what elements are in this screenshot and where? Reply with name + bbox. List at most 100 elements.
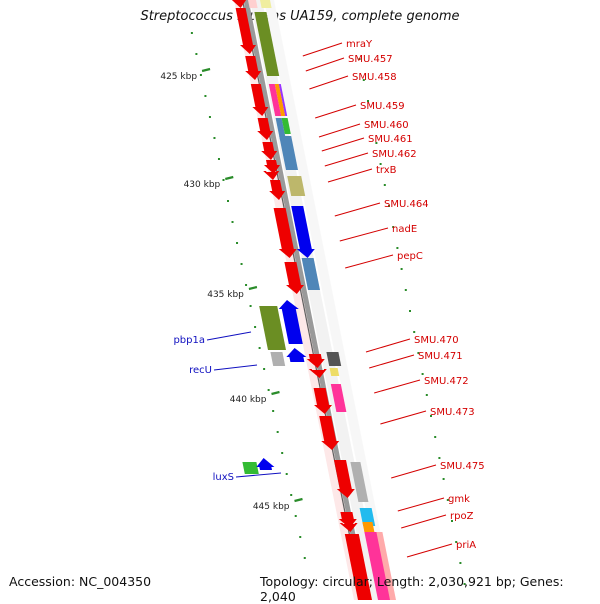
- scale-dot: [217, 158, 220, 160]
- gene-label-smu-457: SMU.457: [348, 54, 393, 65]
- label-leader: [305, 57, 345, 72]
- label-leader: [321, 137, 365, 152]
- gene-label-pbp1a: pbp1a: [173, 335, 205, 346]
- gene-feature: [261, 142, 278, 160]
- gene-feature: [245, 56, 262, 80]
- gene-label-smu-472: SMU.472: [424, 376, 469, 387]
- scale-label: 430 kbp: [184, 180, 221, 190]
- scale-dot: [303, 557, 306, 559]
- outer-track-dot: [404, 289, 407, 291]
- scale-label: 440 kbp: [230, 395, 267, 405]
- lane-outer: [264, 0, 394, 600]
- gene-label-smu-471: SMU.471: [418, 351, 463, 362]
- gene-feature: [270, 352, 286, 366]
- scale-dot: [190, 32, 193, 34]
- gene-feature: [301, 258, 320, 290]
- gene-label-smu-464: SMU.464: [384, 199, 429, 210]
- scale-dot: [254, 326, 257, 328]
- label-leader: [318, 123, 361, 138]
- scale-dot: [245, 284, 248, 286]
- gene-feature: [263, 171, 280, 180]
- label-leader: [369, 354, 415, 369]
- scale-label: 445 kbp: [253, 502, 290, 512]
- scale-label: 425 kbp: [160, 72, 197, 82]
- outer-track-dot: [434, 436, 437, 438]
- gene-feature: [326, 352, 342, 366]
- scale-dot: [204, 95, 207, 97]
- scale-dot: [199, 74, 202, 76]
- scale-major-tick: [294, 497, 303, 503]
- label-leader: [345, 254, 394, 269]
- scale-major-tick: [248, 285, 258, 291]
- outer-track-dot: [421, 373, 424, 375]
- scale-dot: [222, 179, 225, 181]
- gene-feature: [260, 0, 272, 8]
- scale-dot: [299, 536, 302, 538]
- gene-feature: [278, 300, 303, 344]
- gene-label-smu-470: SMU.470: [414, 335, 459, 346]
- gene-label-mray: mraY: [346, 39, 373, 50]
- scale-dot: [195, 53, 198, 55]
- gene-feature: [231, 0, 247, 8]
- gene-feature: [291, 206, 315, 258]
- gene-feature: [334, 460, 355, 498]
- gene-label-smu-460: SMU.460: [364, 120, 409, 131]
- gene-label-smu-461: SMU.461: [368, 134, 413, 145]
- scale-dot: [276, 431, 279, 433]
- scale-dot: [281, 452, 284, 454]
- label-leader: [374, 379, 421, 394]
- gene-label-gmk: gmk: [448, 494, 470, 505]
- scale-dot: [240, 263, 243, 265]
- label-leader: [302, 42, 343, 57]
- gene-label-pria: priA: [456, 540, 476, 551]
- outer-track-dot: [446, 499, 449, 501]
- label-leader: [315, 104, 357, 119]
- gene-label-smu-462: SMU.462: [372, 149, 417, 160]
- gene-label-smu-459: SMU.459: [360, 101, 405, 112]
- gene-feature: [313, 388, 332, 414]
- label-leader: [406, 543, 453, 558]
- outer-track-dot: [371, 121, 374, 123]
- gene-feature: [256, 458, 275, 470]
- gene-feature: [319, 416, 340, 450]
- outer-track-dot: [392, 226, 395, 228]
- label-leader: [397, 497, 445, 512]
- gene-label-smu-458: SMU.458: [352, 72, 397, 83]
- gene-feature: [257, 118, 274, 140]
- label-leader: [380, 410, 427, 425]
- label-leader: [327, 168, 373, 183]
- gene-feature: [264, 160, 280, 174]
- outer-track-dot: [396, 247, 399, 249]
- outer-track-dot: [362, 79, 365, 81]
- scale-label: 435 kbp: [207, 290, 244, 300]
- gene-feature: [344, 534, 372, 600]
- scale-dot: [231, 221, 234, 223]
- gene-label-smu-475: SMU.475: [440, 461, 485, 472]
- outer-track-dot: [358, 58, 361, 60]
- gene-feature: [250, 84, 269, 116]
- scale-dot: [208, 116, 211, 118]
- label-leader: [309, 75, 349, 90]
- gene-feature: [308, 369, 327, 378]
- outer-track-dot: [463, 583, 466, 585]
- label-leader: [339, 227, 389, 242]
- gene-feature: [254, 12, 280, 76]
- outer-track-dot: [379, 163, 382, 165]
- gene-label-rpoz: rpoZ: [450, 511, 474, 522]
- gene-feature: [259, 306, 286, 350]
- gene-feature: [329, 368, 340, 376]
- gene-feature: [362, 522, 375, 532]
- gene-feature: [242, 462, 259, 474]
- gene-feature: [281, 118, 291, 134]
- gene-feature: [279, 136, 298, 170]
- outer-track-dot: [455, 541, 458, 543]
- scale-major-tick: [225, 175, 234, 181]
- outer-track-dot: [413, 331, 416, 333]
- outer-track-dot: [400, 268, 403, 270]
- gene-feature: [376, 532, 396, 600]
- scale-ticks: 425 kbp 430 kbp 435 kbp 440 kbp 445 kbp: [160, 32, 466, 585]
- gene-feature: [364, 532, 392, 600]
- scale-dot: [236, 242, 239, 244]
- outer-track-dot: [388, 205, 390, 207]
- accession-text: Accession: NC_004350: [9, 574, 152, 589]
